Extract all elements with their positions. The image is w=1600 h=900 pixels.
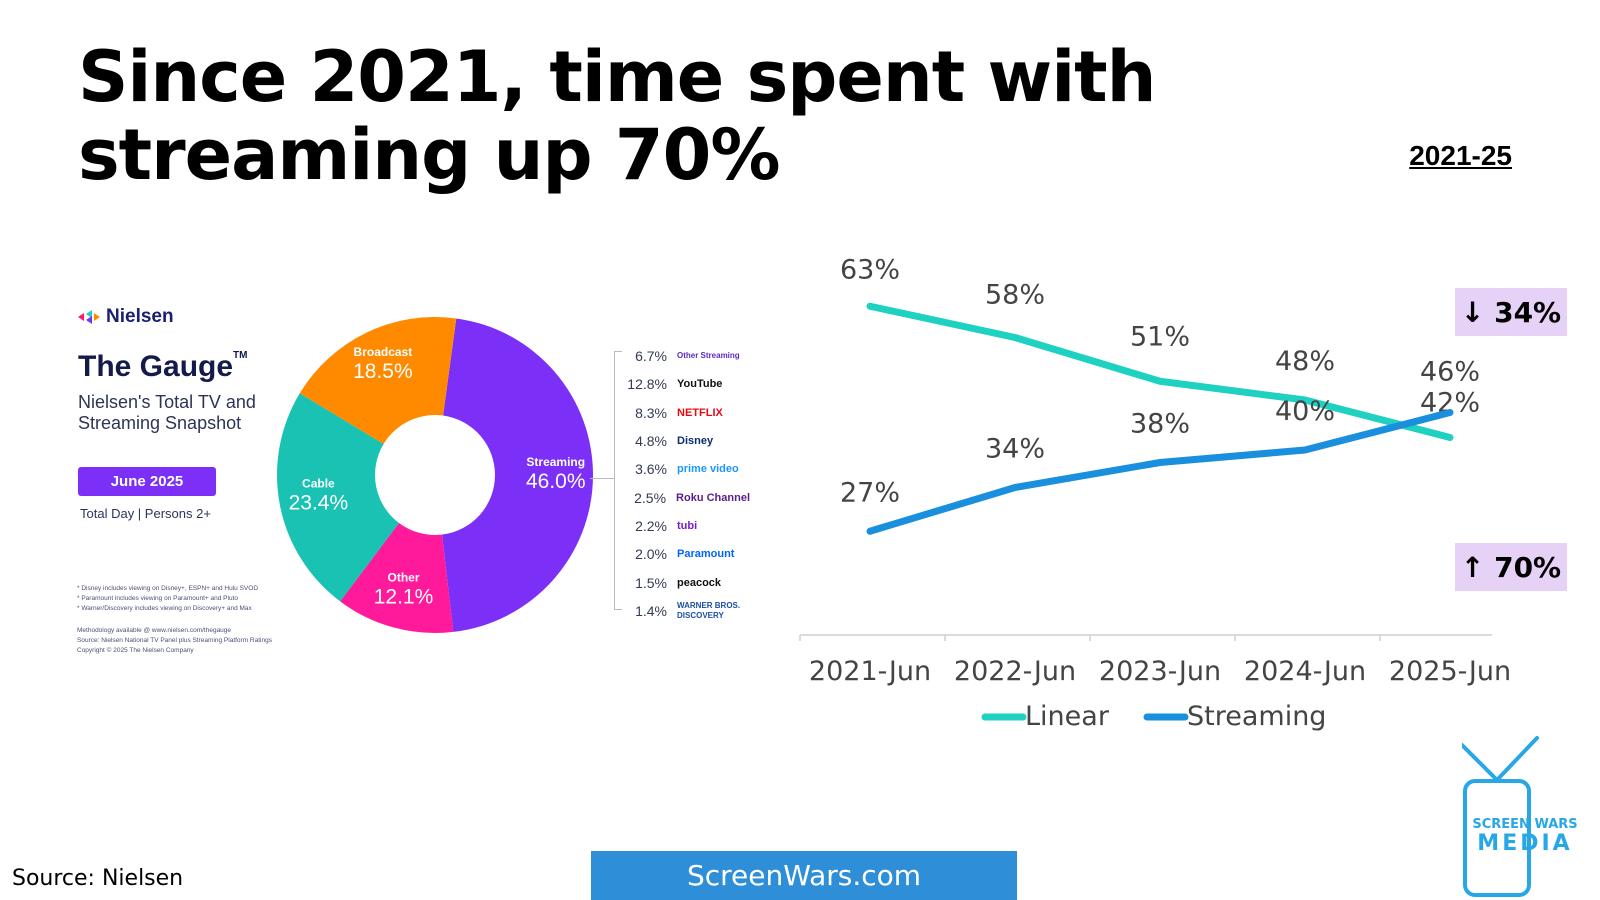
gauge-title: The GaugeTM [78, 350, 248, 383]
data-label: 27% [840, 477, 900, 508]
footnote: * Disney includes viewing on Disney+, ES… [77, 585, 259, 592]
data-point [869, 305, 871, 307]
data-point [1014, 487, 1016, 488]
breakdown-row: 6.7% Other Streaming [620, 342, 750, 370]
streaming-breakdown-list: 6.7% Other Streaming 12.8% YouTube 8.3% NETFL… [620, 342, 750, 625]
donut-slice-broadcast [299, 317, 457, 444]
source-note: Source: Nielsen [12, 866, 184, 891]
platform-name: Roku Channel [676, 491, 750, 504]
headline: Since 2021, time spent with streaming up… [78, 36, 1156, 196]
methodology-line: Copyright © 2025 The Nielsen Company [77, 647, 194, 654]
data-label: 51% [1130, 321, 1190, 352]
donut-slice-value: 18.5% [353, 360, 413, 383]
logo-line-1: SCREEN WARS [1472, 817, 1578, 832]
breakdown-row: 8.3% NETFLIX [620, 399, 750, 427]
breakdown-value: 8.3% [635, 404, 667, 421]
breakdown-row: 1.5% peacock [620, 568, 750, 596]
data-label: 63% [840, 254, 900, 285]
breakdown-row: 1.4% WARNER BROS. DISCOVERY [620, 597, 750, 625]
methodology-line: Source: Nielsen National TV Panel plus S… [77, 637, 272, 644]
data-label: 46% [1420, 357, 1480, 388]
breakdown-row: 4.8% Disney [620, 427, 750, 455]
data-point [1014, 337, 1016, 338]
daypart-label: Total Day | Persons 2+ [80, 506, 211, 521]
data-label: 40% [1275, 396, 1335, 427]
streaming-change-tag: ↑ 70% [1455, 543, 1567, 591]
period-label: 2021-25 [1409, 140, 1512, 171]
data-point [869, 530, 871, 532]
breakdown-value: 6.7% [635, 348, 667, 365]
breakdown-value: 2.5% [634, 489, 667, 506]
breakdown-value: 4.8% [635, 433, 667, 450]
gauge-subtitle: Nielsen's Total TV and Streaming Snapsho… [78, 392, 256, 433]
breakdown-row: 12.8% YouTube [620, 370, 750, 398]
bracket-connector [590, 478, 615, 479]
donut-slice-name: Cable [302, 477, 335, 491]
platform-name: YouTube [677, 378, 723, 391]
methodology-line: Methodology available @ www.nielsen.com/… [77, 627, 232, 634]
platform-name: WARNER BROS. DISCOVERY [677, 600, 741, 620]
donut-slice-other [340, 522, 454, 633]
platform-name: NETFLIX [677, 406, 723, 419]
data-point [1304, 399, 1306, 401]
data-label: 58% [985, 280, 1045, 311]
breakdown-value: 1.4% [635, 602, 667, 619]
legend-label: Streaming [1187, 701, 1326, 732]
x-tick-label: 2025-Jun [1389, 656, 1510, 687]
donut-slice-name: Broadcast [354, 345, 413, 359]
platform-name: Disney [677, 435, 714, 448]
site-link[interactable]: ScreenWars.com [591, 851, 1017, 900]
data-label: 34% [985, 434, 1045, 465]
nielsen-logo: Nielsen [78, 306, 174, 328]
breakdown-value: 3.6% [635, 461, 667, 478]
data-point [1304, 449, 1306, 451]
breakdown-value: 12.8% [627, 376, 667, 393]
platform-name: peacock [677, 576, 722, 589]
data-label: 48% [1275, 346, 1335, 377]
x-tick-label: 2024-Jun [1244, 656, 1366, 687]
data-point [1449, 412, 1451, 413]
donut-slice-value: 23.4% [289, 492, 349, 515]
data-label: 38% [1130, 409, 1190, 440]
platform-name: Paramount [677, 548, 735, 561]
x-tick-label: 2022-Jun [954, 656, 1076, 687]
breakdown-value: 1.5% [635, 574, 667, 591]
date-badge: June 2025 [78, 467, 216, 496]
x-tick-label: 2023-Jun [1099, 656, 1221, 687]
breakdown-value: 2.0% [635, 546, 667, 563]
platform-name: Other Streaming [677, 351, 740, 361]
donut-slice-cable [276, 393, 399, 602]
footnote: * Paramount includes viewing on Paramoun… [77, 595, 238, 602]
fine-print: * Disney includes viewing on Disney+, ES… [77, 584, 307, 656]
platform-name: tubi [677, 519, 698, 532]
nielsen-wordmark: Nielsen [106, 306, 174, 327]
breakdown-row: 2.0% Paramount [620, 540, 750, 568]
linear-change-tag: ↓ 34% [1455, 288, 1567, 336]
logo-line-2: MEDIA [1477, 831, 1573, 856]
nielsen-mark-icon [78, 310, 100, 324]
breakdown-row: 2.2% tubi [620, 512, 750, 540]
x-tick-label: 2021-Jun [809, 656, 931, 687]
data-point [1159, 462, 1161, 463]
platform-name: prime video [677, 463, 739, 476]
share-line-chart: 2021-Jun 2022-Jun 2023-Jun 2024-Jun 2025-Jun… [799, 254, 1510, 732]
donut-slice-streaming [441, 318, 593, 632]
donut-slice-name: Other [388, 571, 420, 585]
donut-slice-value: 12.1% [374, 586, 434, 609]
breakdown-row: 2.5% Roku Channel [620, 483, 750, 511]
donut-slice-name: Streaming [526, 455, 585, 469]
breakdown-value: 2.2% [635, 517, 667, 534]
footnote: * Warner/Discovery includes viewing on D… [77, 605, 252, 612]
breakdown-bracket [614, 351, 622, 610]
data-point [1449, 437, 1451, 438]
data-point [1159, 380, 1161, 382]
tv-antenna-icon [1462, 736, 1539, 897]
screen-wars-logo: SCREEN WARS MEDIA [1458, 817, 1592, 855]
donut-slice-value: 46.0% [526, 470, 586, 493]
trademark: TM [233, 350, 248, 361]
legend-label: Linear [1025, 701, 1110, 732]
breakdown-row: 3.6% prime video [620, 455, 750, 483]
